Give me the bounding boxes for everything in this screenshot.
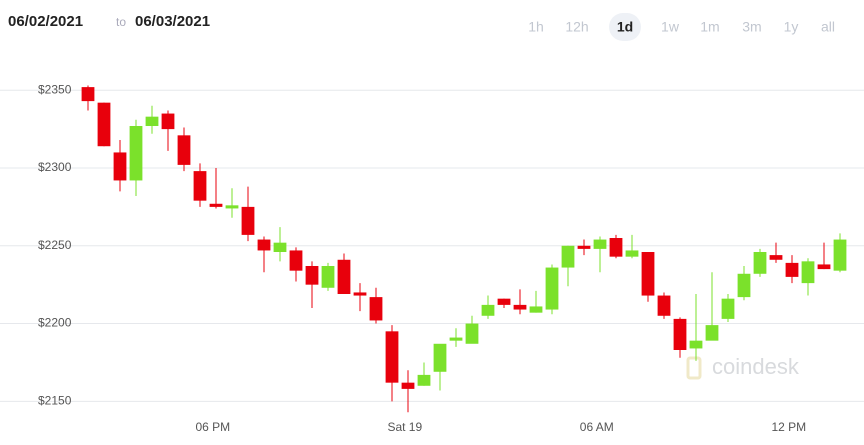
candle-body — [81, 87, 95, 102]
candle-body — [177, 135, 191, 165]
candle-body — [689, 340, 703, 349]
range-selected-bg — [609, 13, 641, 41]
candle-body — [705, 325, 719, 341]
candle-body — [289, 250, 303, 271]
y-tick-label: $2250 — [38, 238, 72, 252]
candle-body — [321, 266, 335, 288]
x-tick-label: 06 PM — [195, 420, 230, 434]
watermark-icon — [686, 356, 702, 380]
y-tick-label: $2350 — [38, 82, 72, 96]
candle-body — [609, 238, 623, 257]
candle-body — [129, 126, 143, 181]
candle-body — [657, 295, 671, 316]
candle-body — [833, 239, 847, 271]
candle-body — [769, 255, 783, 260]
candle-body — [209, 203, 223, 207]
candle-body — [497, 298, 511, 305]
candle-body — [113, 152, 127, 181]
candle-body — [145, 116, 159, 126]
candle-body — [545, 267, 559, 310]
candle-body — [529, 306, 543, 313]
candle-body — [97, 102, 111, 147]
candle-body — [433, 343, 447, 372]
date-from: 06/02/2021 — [8, 13, 83, 30]
x-tick-label: Sat 19 — [387, 420, 422, 434]
watermark: coindesk — [686, 354, 800, 380]
candle-body — [241, 206, 255, 235]
range-button[interactable]: 12h — [565, 19, 588, 35]
candle-body — [817, 264, 831, 270]
watermark-text: coindesk — [712, 354, 800, 379]
candle-body — [257, 239, 271, 251]
range-button[interactable]: 1y — [784, 19, 799, 35]
candle-body — [737, 273, 751, 298]
candle-body — [577, 245, 591, 249]
candle-body — [753, 252, 767, 274]
candle-body — [449, 337, 463, 341]
candle-body — [465, 323, 479, 344]
range-button[interactable]: 1w — [661, 19, 680, 35]
candle-body — [561, 245, 575, 268]
y-tick-label: $2200 — [38, 316, 72, 330]
candle-body — [625, 250, 639, 257]
date-to: 06/03/2021 — [135, 13, 210, 30]
candle-body — [273, 242, 287, 252]
range-button[interactable]: 3m — [742, 19, 761, 35]
y-tick-label: $2150 — [38, 394, 72, 408]
candle-body — [721, 298, 735, 319]
range-button[interactable]: 1m — [700, 19, 719, 35]
candle-body — [305, 266, 319, 285]
candle-body — [801, 261, 815, 284]
candle-body — [225, 205, 239, 209]
candle-body — [785, 262, 799, 277]
date-separator: to — [116, 15, 126, 29]
candle-body — [369, 297, 383, 321]
candle-body — [161, 113, 175, 130]
x-tick-label: 06 AM — [580, 420, 614, 434]
range-button[interactable]: all — [821, 19, 835, 35]
candle-body — [353, 292, 367, 296]
range-button[interactable]: 1d — [617, 19, 633, 35]
candle-body — [385, 331, 399, 383]
candle-body — [673, 318, 687, 350]
candle-body — [337, 259, 351, 294]
candle-body — [513, 304, 527, 310]
candle-body — [417, 374, 431, 386]
range-button[interactable]: 1h — [528, 19, 544, 35]
candle-body — [193, 171, 207, 201]
candle-body — [481, 304, 495, 316]
y-tick-label: $2300 — [38, 160, 72, 174]
x-tick-label: 12 PM — [771, 420, 806, 434]
candle-body — [593, 239, 607, 249]
candle-body — [641, 252, 655, 296]
candle-body — [401, 382, 415, 389]
